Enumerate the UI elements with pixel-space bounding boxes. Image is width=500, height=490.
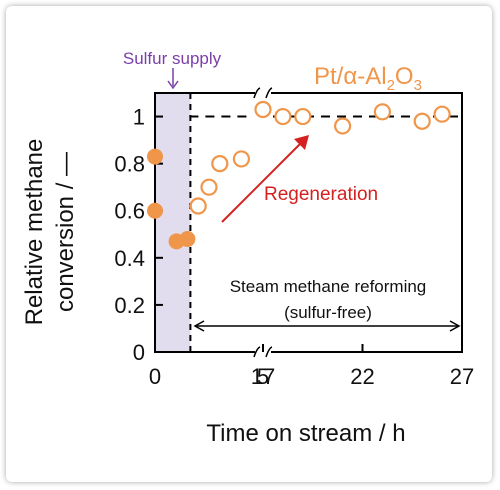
x-tick-label: 0 (149, 364, 161, 389)
data-point-open (294, 107, 312, 126)
reforming-label-line2: (sulfur-free) (284, 303, 372, 322)
axis-break-mark (265, 87, 273, 99)
data-point-open (189, 197, 207, 215)
legend-main: Pt/α-Al (314, 63, 387, 90)
legend-middle: O (395, 63, 414, 90)
y-tick-label: 0.6 (114, 199, 145, 224)
data-point-open (373, 103, 391, 121)
axis-break-mark (253, 87, 261, 99)
y-tick-label: 0.2 (114, 293, 145, 318)
figure-frame (6, 6, 492, 482)
x-tick-label: 27 (450, 364, 474, 389)
x-tick-label: 17 (251, 364, 275, 389)
data-point-open (211, 155, 229, 173)
data-point-open (413, 112, 431, 130)
data-point-open (433, 105, 451, 123)
series-legend-label: Pt/α-Al2O3 (314, 63, 422, 94)
axis-break-mark (265, 346, 273, 358)
data-point-open (334, 117, 352, 135)
axis-break-top-icon (253, 87, 273, 99)
x-axis-title: Time on stream / h (206, 420, 405, 447)
sulfur-supply-label: Sulfur supply (123, 49, 222, 68)
x-tick-label: 22 (350, 364, 374, 389)
reforming-span-arrow-icon (193, 320, 461, 332)
sulfur-supply-arrow-icon (167, 68, 179, 90)
y-tick-label: 0.8 (114, 152, 145, 177)
y-axis-title-line1: Relative methane (21, 139, 48, 326)
data-point-open (232, 150, 250, 168)
sulfur-supply-region (155, 94, 191, 351)
data-point-open (200, 178, 218, 196)
plot-area-border (154, 92, 463, 353)
regeneration-label: Regeneration (264, 184, 378, 205)
legend-subscript-2: 3 (414, 77, 422, 94)
data-point-open (254, 100, 272, 119)
data-point-filled (147, 202, 163, 219)
axis-break-mark (253, 346, 261, 358)
reforming-label-line1: Steam methane reforming (230, 277, 427, 296)
x-tick-label: 5 (257, 364, 269, 389)
y-axis-title: Relative methane conversion / — (21, 139, 79, 326)
data-markers (147, 100, 451, 250)
data-point-filled (179, 230, 196, 247)
regeneration-arrow-icon (221, 135, 309, 223)
legend-subscript-1: 2 (387, 77, 395, 94)
y-axis-title-line2: conversion / — (52, 152, 79, 312)
y-tick-label: 0.4 (114, 246, 145, 271)
x-axis-ticks: 0 517 22 27 (149, 344, 474, 389)
y-tick-label: 1 (133, 105, 145, 130)
data-point-filled (147, 148, 163, 165)
data-point-open (274, 107, 292, 126)
y-tick-label: 0 (133, 340, 145, 365)
